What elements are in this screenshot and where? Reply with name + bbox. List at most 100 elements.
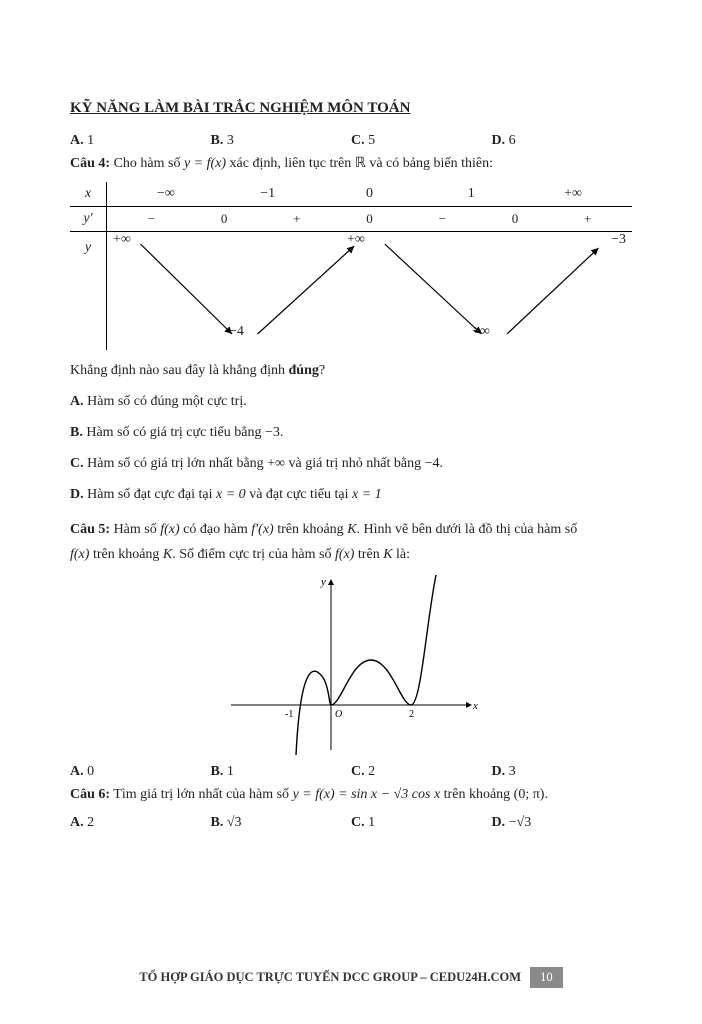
q5-options: A. 0 B. 1 C. 2 D. 3: [70, 764, 632, 780]
row-yp-label: y': [70, 207, 107, 231]
q6-prompt: Câu 6: Tìm giá trị lớn nhất của hàm số y…: [70, 784, 632, 805]
q5-k3: K: [383, 547, 392, 562]
yp-v1: 0: [188, 211, 261, 227]
option-d-val: 6: [509, 133, 516, 148]
q6-eq: y = f(x) = sin x − √3 cos x: [293, 787, 441, 802]
q4-d-1: Hàm số đạt cực đại tại: [87, 487, 216, 502]
yp-v6: +: [551, 211, 624, 227]
q5-t6: . Số điểm cực trị của hàm số: [172, 547, 335, 562]
q6-opt-c: C. 1: [351, 815, 492, 831]
row-yprime: y' − 0 + 0 − 0 +: [70, 207, 632, 232]
q5-t3: trên khoảng: [274, 522, 347, 537]
q4-label: Câu 4:: [70, 156, 110, 171]
y-mid: +∞: [347, 232, 365, 248]
q4-opt-d: D. Hàm số đạt cực đại tại x = 0 và đạt c…: [70, 484, 632, 505]
pre-options-row: A. 1 B. 3 C. 5 D. 6: [70, 133, 632, 149]
q5-k2: K: [163, 547, 172, 562]
q4-eq: y = f(x): [184, 156, 226, 171]
yp-v3: 0: [333, 211, 406, 227]
row-x-label: x: [70, 182, 107, 206]
q6-d: −√3: [509, 815, 532, 830]
yp-v0: −: [115, 211, 188, 227]
option-a: A. 1: [70, 133, 211, 149]
q5-fx: f(x): [160, 522, 179, 537]
q4-opt-c: C. Hàm số có giá trị lớn nhất bằng +∞ và…: [70, 453, 632, 474]
tick-neg1: -1: [285, 709, 293, 720]
q4-ask-t: Khẳng định nào sau đây là khẳng định: [70, 363, 285, 378]
x-axis-label: x: [472, 700, 478, 712]
q4-d-e1: x = 0: [216, 487, 246, 502]
option-c: C. 5: [351, 133, 492, 149]
q5-c: 2: [368, 764, 375, 779]
q5-fpx: f′(x): [251, 522, 274, 537]
q4-t2: xác định, liên tục trên: [226, 156, 355, 171]
row-x: x −∞ −1 0 1 +∞: [70, 182, 632, 207]
q4-prompt: Câu 4: Cho hàm số y = f(x) xác định, liê…: [70, 153, 632, 174]
y-right: −3: [611, 232, 626, 248]
q6-b: √3: [227, 815, 242, 830]
arrows-svg: [115, 236, 624, 346]
page-footer: TỔ HỢP GIÁO DỤC TRỰC TUYẾN DCC GROUP – C…: [0, 967, 702, 988]
footer-text: TỔ HỢP GIÁO DỤC TRỰC TUYẾN DCC GROUP – C…: [139, 970, 521, 984]
q5-graph: x y -1 O 2: [70, 575, 632, 760]
q6-opt-b: B. √3: [211, 815, 352, 831]
q5-k: K: [347, 522, 356, 537]
page: KỸ NĂNG LÀM BÀI TRẮC NGHIỆM MÔN TOÁN A. …: [0, 0, 702, 1024]
q5-line2: f(x) trên khoảng K. Số điểm cực trị của …: [70, 544, 632, 565]
q6-t2: trên khoảng: [440, 787, 513, 802]
tick-2: 2: [409, 709, 414, 720]
row-y-label: y: [70, 232, 107, 350]
option-d: D. 6: [492, 133, 633, 149]
q5-t1: Hàm số: [110, 522, 160, 537]
q4-ask-q: ?: [319, 363, 325, 378]
q6-opt-d: D. −√3: [492, 815, 633, 831]
x-v0: −∞: [115, 186, 217, 202]
q5-t7: trên: [354, 547, 383, 562]
q5-opt-a: A. 0: [70, 764, 211, 780]
option-c-val: 5: [368, 133, 375, 148]
q4-t3: và có bảng biến thiên:: [366, 156, 493, 171]
q6-dot: .: [544, 787, 548, 802]
variation-table: x −∞ −1 0 1 +∞ y' − 0 + 0 − 0 + y: [70, 182, 632, 350]
q5-line1: Câu 5: Hàm số f(x) có đạo hàm f′(x) trên…: [70, 519, 632, 540]
option-b-val: 3: [227, 133, 234, 148]
q5-t5: trên khoảng: [89, 547, 162, 562]
q4-ask-b: đúng: [289, 363, 319, 378]
option-b: B. 3: [211, 133, 352, 149]
q5-t4: . Hình vẽ bên dưới là đồ thị của hàm số: [357, 522, 578, 537]
x-v3: 1: [420, 186, 522, 202]
q5-label: Câu 5:: [70, 522, 110, 537]
q5-opt-c: C. 2: [351, 764, 492, 780]
q4-c: Hàm số có giá trị lớn nhất bằng +∞ và gi…: [87, 456, 443, 471]
q4-opt-a: A. Hàm số có đúng một cực trị.: [70, 391, 632, 412]
y-min2: +∞: [472, 324, 490, 340]
q4-ask: Khẳng định nào sau đây là khẳng định đún…: [70, 360, 632, 381]
q5-fx3: f(x): [335, 547, 354, 562]
q6-label: Câu 6:: [70, 787, 110, 802]
q5-fx2: f(x): [70, 547, 89, 562]
q5-a: 0: [87, 764, 94, 779]
q4-d-2: và đạt cực tiểu tại: [246, 487, 352, 502]
page-title: KỸ NĂNG LÀM BÀI TRẮC NGHIỆM MÔN TOÁN: [70, 100, 632, 117]
page-number: 10: [530, 967, 563, 988]
q5-t8: là:: [393, 547, 411, 562]
q4-d-e2: x = 1: [352, 487, 382, 502]
yp-v5: 0: [479, 211, 552, 227]
yp-v2: +: [260, 211, 333, 227]
q6-a: 2: [87, 815, 94, 830]
row-x-vals: −∞ −1 0 1 +∞: [107, 182, 632, 206]
q4-a: Hàm số có đúng một cực trị.: [87, 394, 247, 409]
q6-int: (0; π): [514, 787, 545, 802]
q6-opt-a: A. 2: [70, 815, 211, 831]
graph-svg: x y -1 O 2: [221, 575, 481, 755]
row-y-arrows: +∞ −4 +∞ +∞ −3: [107, 232, 632, 350]
q6-t1: Tìm giá trị lớn nhất của hàm số: [110, 787, 293, 802]
q4-b: Hàm số có giá trị cực tiểu bằng −3.: [86, 425, 283, 440]
x-v4: +∞: [522, 186, 624, 202]
q5-b: 1: [227, 764, 234, 779]
yp-v4: −: [406, 211, 479, 227]
y-left: +∞: [113, 232, 131, 248]
tick-0: O: [335, 709, 342, 720]
row-y: y +∞ −4: [70, 232, 632, 350]
q5-t2: có đạo hàm: [180, 522, 252, 537]
